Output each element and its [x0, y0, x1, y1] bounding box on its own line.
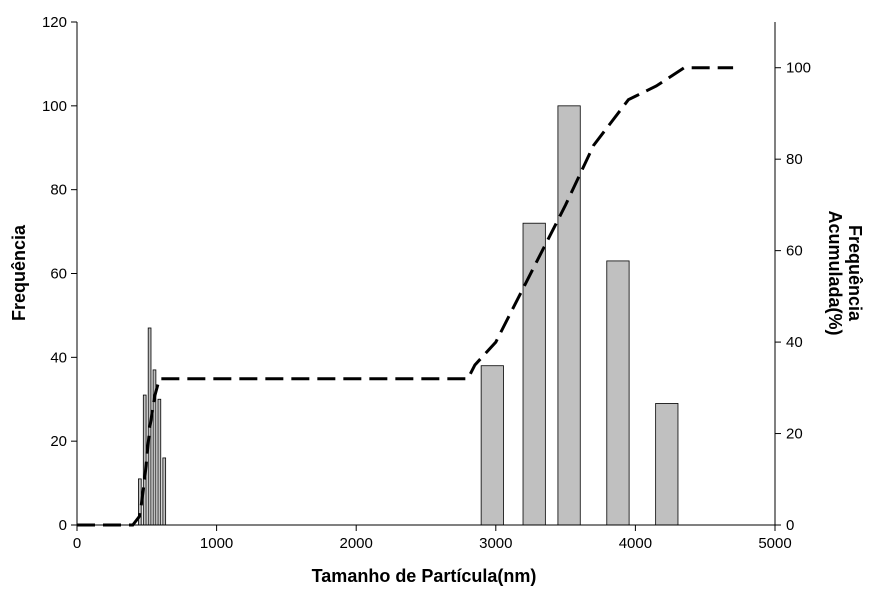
x-tick-label-3: 3000: [479, 535, 512, 552]
y2-tick-label-0: 0: [786, 517, 794, 534]
bar-series: [138, 105, 679, 526]
y2-axis-title-line2: Acumulada(%): [825, 210, 845, 335]
x-tick-label-4: 4000: [619, 535, 652, 552]
x-tick-label-2: 2000: [340, 535, 373, 552]
bar-5: [162, 457, 167, 526]
y2-tick-label-3: 60: [786, 243, 803, 260]
y-tick-label-0: 0: [59, 517, 67, 534]
bar-10: [655, 403, 679, 526]
y-ticks-right: 0 20 40 60 80 100: [775, 60, 811, 534]
y-tick-label-3: 60: [50, 266, 67, 283]
y2-tick-label-1: 20: [786, 426, 803, 443]
y-ticks-left: 0 20 40 60 80 100 120: [42, 14, 77, 534]
x-ticks: 0 1000 2000 3000 4000 5000: [73, 525, 792, 552]
x-tick-label-0: 0: [73, 535, 81, 552]
y-tick-label-5: 100: [42, 98, 67, 115]
x-tick-label-5: 5000: [758, 535, 791, 552]
y2-tick-label-2: 40: [786, 334, 803, 351]
x-axis-title: Tamanho de Partícula(nm): [312, 566, 537, 586]
y-tick-label-6: 120: [42, 14, 67, 31]
bar-1: [142, 394, 147, 526]
y-tick-label-1: 20: [50, 433, 67, 450]
y2-axis-title-line1: Frequência: [845, 225, 865, 322]
y-tick-label-4: 80: [50, 182, 67, 199]
y-axis-title: Frequência: [9, 224, 29, 321]
bar-9: [606, 260, 630, 526]
bar-4: [157, 398, 162, 526]
y2-tick-label-5: 100: [786, 60, 811, 77]
bar-7: [522, 222, 546, 526]
y-tick-label-2: 40: [50, 349, 67, 366]
cumulative-frequency-line: [77, 66, 734, 527]
bar-8: [557, 105, 581, 526]
bar-6: [480, 365, 504, 526]
x-tick-label-1: 1000: [200, 535, 233, 552]
y2-tick-label-4: 80: [786, 151, 803, 168]
